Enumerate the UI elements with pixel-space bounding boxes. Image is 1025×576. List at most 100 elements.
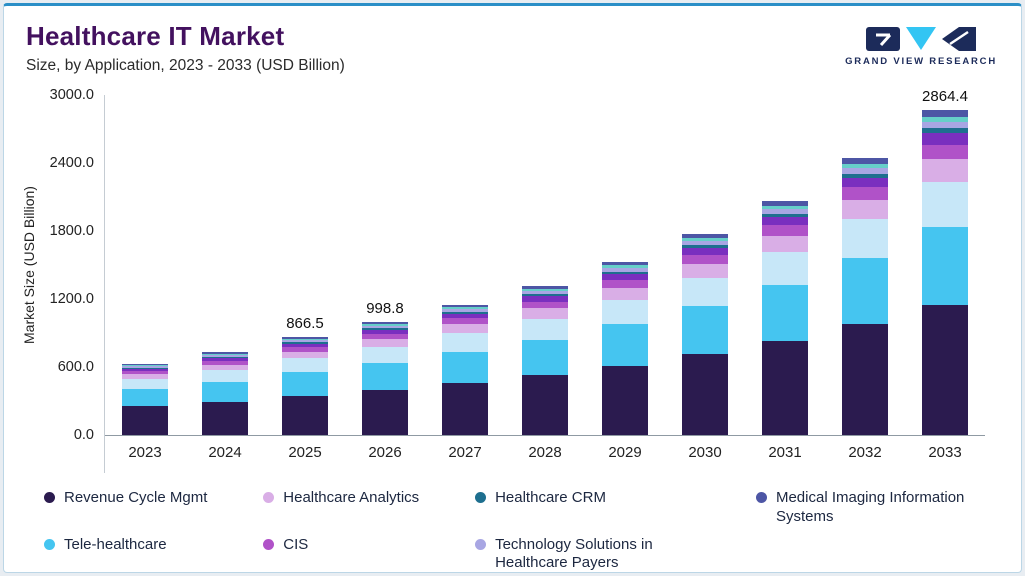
bar-segment-phm [522,318,568,340]
x-tick-label: 2028 [528,444,562,461]
bar-segment-healthcare-analytics [362,338,408,347]
bar-segment-medical-imaging-information-systems [202,352,248,354]
bar-segment-technology-solutions-in-healthcare-payers [522,291,568,295]
x-tick-label: 2023 [128,444,162,461]
bar-segment-medical-imaging-information-systems [922,110,968,117]
bar-segment-tele-healthcare [922,227,968,306]
bar-segment-healthcare-crm [922,128,968,134]
bar-segment-healthcare-crm [842,173,888,178]
bar-segment-healthcare-analytics [762,235,808,253]
bar-stack [762,200,808,435]
x-tick-label: 2031 [768,444,802,461]
bar-segment-revenue-cycle-mgmt [202,401,248,435]
header: Healthcare IT Market Size, by Applicatio… [4,6,1021,75]
bar-segment-ehr [682,247,728,255]
bar-stack [122,363,168,435]
legend-label: Healthcare Analytics [283,489,420,506]
bar-column-2033: 2864.4 2033 [905,88,985,473]
bar-segment-revenue-cycle-mgmt [362,389,408,435]
bar-segment-tele-healthcare [762,285,808,342]
bar-stack [522,285,568,435]
legend-label: Medical Imaging Information Systems [775,489,965,525]
bar-column-2029: 2029 [585,95,665,473]
x-tick-label: 2024 [208,444,242,461]
bar-stack [842,158,888,435]
bar-segment-eclinical-solutions [842,163,888,169]
y-tick-label: 0.0 [73,427,94,443]
bar-column-2023: 2023 [105,95,185,473]
bar-segment-medical-imaging-information-systems [522,285,568,289]
bar-region [202,95,248,435]
bar-region: 866.5 [282,95,328,435]
bar-segment-technology-solutions-in-healthcare-payers [842,168,888,174]
logo-square-icon [866,27,901,51]
bar-segment-healthcare-crm [362,328,408,330]
y-tick-label: 1800.0 [49,223,94,239]
bar-segment-phm [602,300,648,325]
bar-segment-revenue-cycle-mgmt [522,375,568,435]
y-axis-title: Market Size (USD Billion) [21,186,37,344]
bar-segment-healthcare-crm [202,356,248,359]
bar-segment-ehr [282,343,328,348]
x-tick-label: 2026 [368,444,402,461]
bar-region [602,95,648,435]
bar-segment-phm [922,181,968,228]
legend-dot [44,492,55,503]
bar-column-2030: 2030 [665,95,745,473]
page-subtitle: Size, by Application, 2023 - 2033 (USD B… [26,57,345,74]
bar-segment-medical-imaging-information-systems [762,200,808,206]
legend-label: Revenue Cycle Mgmt [64,489,208,506]
bar-segment-cis [922,144,968,160]
logo-flag-icon [942,27,977,51]
bar-segment-tele-healthcare [602,324,648,366]
bar-segment-technology-solutions-in-healthcare-payers [362,325,408,329]
bar-segment-tele-healthcare [442,351,488,383]
legend-item-healthcare-crm: Healthcare CRM [475,489,700,508]
bar-segment-technology-solutions-in-healthcare-payers [602,268,648,272]
x-tick-label: 2025 [288,444,322,461]
bar-segment-tele-healthcare [362,362,408,390]
bar-stack [282,336,328,435]
bar-segment-technology-solutions-in-healthcare-payers [122,366,168,368]
bar-segment-eclinical-solutions [282,338,328,341]
y-tick-label: 2400.0 [49,155,94,171]
bar-segment-medical-imaging-information-systems [602,261,648,266]
bar-segment-technology-solutions-in-healthcare-payers [682,240,728,245]
bar-segment-technology-solutions-in-healthcare-payers [442,309,488,312]
bar-region [122,95,168,435]
bar-segment-cis [362,333,408,339]
bar-segment-medical-imaging-information-systems [122,363,168,366]
bar-segment-ehr [522,296,568,302]
bar-segment-healthcare-analytics [922,159,968,182]
legend-item-revenue-cycle-mgmt: Revenue Cycle Mgmt [44,489,207,508]
legend-dot [755,492,767,503]
bar-region [442,95,488,435]
bar-segment-tele-healthcare [842,257,888,325]
page-title: Healthcare IT Market [26,21,285,51]
bar-segment-healthcare-analytics [602,288,648,301]
y-tick-label: 3000.0 [49,87,94,103]
chart: Market Size (USD Billion) 0.0 600.0 1200.0… [18,87,985,473]
bar-column-2028: 2028 [505,95,585,473]
x-tick-label: 2029 [608,444,642,461]
bar-segment-ehr [762,217,808,226]
bar-segment-phm [442,333,488,352]
bar-segment-phm [122,379,168,390]
legend-item-cis: CIS [263,536,419,555]
bar-segment-cis [442,318,488,325]
bar-region [842,95,888,435]
bar-region [762,95,808,435]
legend-item-healthcare-analytics: Healthcare Analytics [263,489,419,508]
bar-segment-eclinical-solutions [762,205,808,210]
bar-segment-healthcare-analytics [282,351,328,359]
bar-segment-cis [282,347,328,352]
bar-segment-healthcare-analytics [122,374,168,380]
bar-stack [602,261,648,435]
x-tick-label: 2027 [448,444,482,461]
y-tick-label: 1200.0 [49,291,94,307]
legend-dot [44,538,55,550]
bar-segment-tele-healthcare [282,372,328,396]
bar-region [522,95,568,435]
bar-segment-healthcare-crm [122,367,168,369]
bar-column-2032: 2032 [825,95,905,473]
